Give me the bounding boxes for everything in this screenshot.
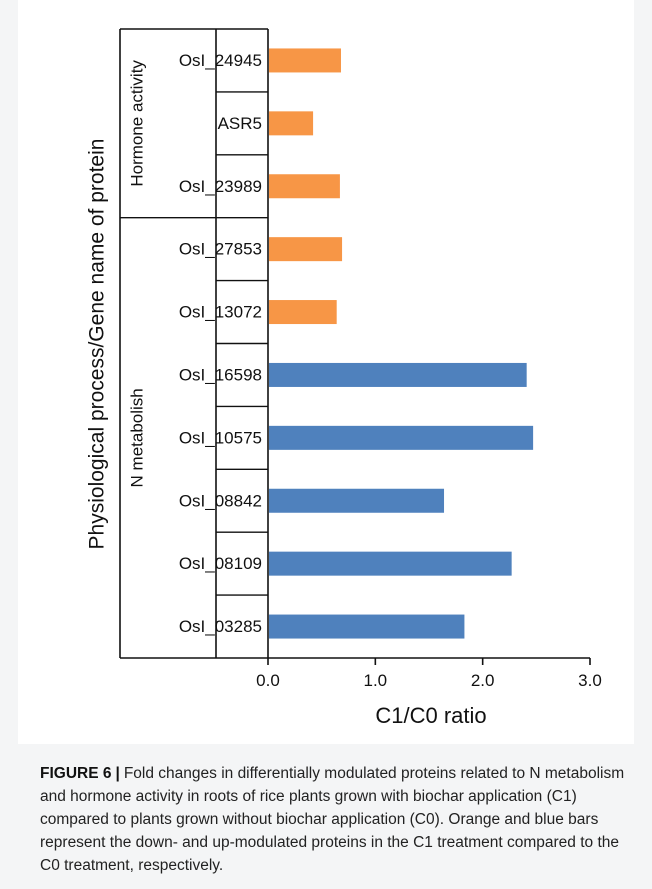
x-tick-label: 3.0 [578, 671, 602, 690]
x-tick-label: 0.0 [256, 671, 280, 690]
bar [269, 425, 534, 450]
category-tick-label: OsI_08109 [179, 554, 262, 573]
category-tick-label: OsI_27853 [179, 240, 262, 259]
category-tick-label: OsI_13072 [179, 303, 262, 322]
bar [269, 174, 340, 199]
bar [269, 488, 445, 513]
caption-text: Fold changes in differentially modulated… [40, 765, 625, 874]
bar [269, 111, 314, 136]
group-label: N metabolish [128, 388, 147, 487]
category-tick-label: OsI_16598 [179, 365, 262, 384]
bar [269, 362, 527, 387]
bar-chart: Hormone activity N metabolish OsI_24945 ASR… [86, 28, 602, 728]
bar [269, 300, 337, 325]
x-tick-label: 2.0 [471, 671, 495, 690]
category-tick-label: OsI_23989 [179, 177, 262, 196]
category-tick-label: OsI_03285 [179, 617, 262, 636]
bar [269, 551, 512, 576]
x-axis-title: C1/C0 ratio [375, 703, 486, 728]
category-tick-label: OsI_10575 [179, 428, 262, 447]
caption-label: FIGURE 6 [40, 765, 112, 782]
x-tick-label: 1.0 [364, 671, 388, 690]
bar [269, 237, 343, 262]
category-tick-label: OsI_08842 [179, 491, 262, 510]
bar [269, 614, 465, 639]
y-axis-title: Physiological process/Gene name of prote… [86, 139, 109, 550]
group-label: Hormone activity [128, 60, 147, 187]
caption-separator: | [115, 765, 120, 782]
category-tick-label: ASR5 [218, 114, 262, 133]
category-tick-label: OsI_24945 [179, 51, 262, 70]
figure-caption: FIGURE 6 | Fold changes in differentially … [40, 762, 632, 877]
bar [269, 48, 341, 73]
